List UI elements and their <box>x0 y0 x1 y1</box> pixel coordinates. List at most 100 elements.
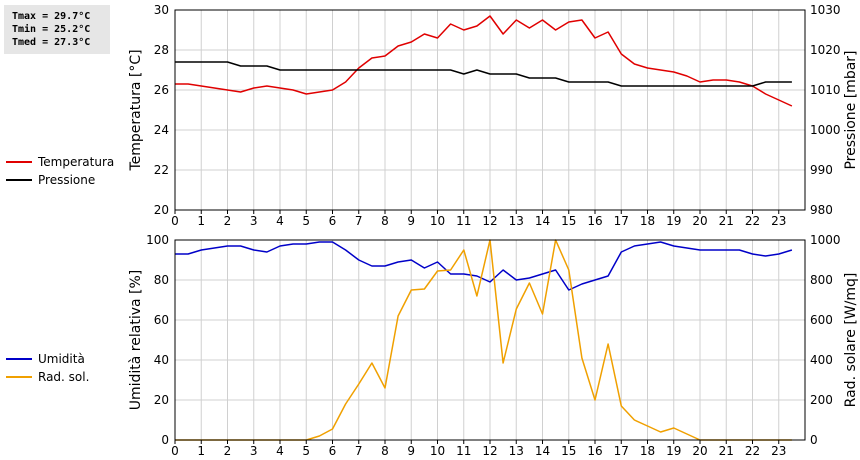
x-tick-label: 4 <box>276 444 284 458</box>
y2-tick-label: 1020 <box>810 43 841 57</box>
panel-top: 0 1 2 3 4 5 6 7 8 9 10 11 12 13 14 15 16 17 18 19 20 21 22 2320… <box>128 3 859 228</box>
y-tick-label: 80 <box>154 273 169 287</box>
y-tick-label: 0 <box>161 433 169 447</box>
x-tick-label: 2 <box>224 214 232 228</box>
y-tick-label: 22 <box>154 163 169 177</box>
legend-top: Temperatura Pressione <box>6 153 114 189</box>
x-tick-label: 17 <box>614 444 629 458</box>
x-tick-label: 7 <box>355 214 363 228</box>
x-tick-label: 6 <box>329 444 337 458</box>
legend-item-umidita: Umidità <box>6 350 89 368</box>
x-tick-label: 20 <box>692 444 707 458</box>
x-tick-label: 2 <box>224 444 232 458</box>
y-tick-label: 20 <box>154 203 169 217</box>
y2-tick-label: 1030 <box>810 3 841 17</box>
x-tick-label: 6 <box>329 214 337 228</box>
x-tick-label: 1 <box>197 444 205 458</box>
y-tick-label: 26 <box>154 83 169 97</box>
x-tick-label: 23 <box>771 214 786 228</box>
x-tick-label: 0 <box>171 214 179 228</box>
x-tick-label: 9 <box>407 214 415 228</box>
x-tick-label: 16 <box>587 444 602 458</box>
x-tick-label: 14 <box>535 214 550 228</box>
x-tick-label: 17 <box>614 214 629 228</box>
y-tick-label: 40 <box>154 353 169 367</box>
x-tick-label: 12 <box>482 214 497 228</box>
y2-tick-label: 980 <box>810 203 833 217</box>
x-tick-label: 3 <box>250 214 258 228</box>
legend-label-pressione: Pressione <box>38 173 96 187</box>
x-tick-label: 0 <box>171 444 179 458</box>
stats-box: Tmax = 29.7°C Tmin = 25.2°C Tmed = 27.3°… <box>4 5 110 54</box>
y2-tick-label: 800 <box>810 273 833 287</box>
x-tick-label: 5 <box>302 214 310 228</box>
x-tick-label: 9 <box>407 444 415 458</box>
y2-axis-title: Pressione [mbar] <box>843 50 859 169</box>
legend-swatch-temperatura <box>6 161 32 163</box>
legend-item-rad-sol: Rad. sol. <box>6 368 89 386</box>
x-tick-label: 12 <box>482 444 497 458</box>
x-tick-label: 18 <box>640 444 655 458</box>
y2-tick-label: 0 <box>810 433 818 447</box>
y2-tick-label: 990 <box>810 163 833 177</box>
legend-item-pressione: Pressione <box>6 171 114 189</box>
series-line-temperatura <box>175 15 793 107</box>
x-tick-label: 1 <box>197 214 205 228</box>
y2-tick-label: 400 <box>810 353 833 367</box>
legend-swatch-rad-sol <box>6 376 32 378</box>
y-tick-label: 28 <box>154 43 169 57</box>
series-line-rad-sol <box>175 239 792 441</box>
y-tick-label: 100 <box>146 233 169 247</box>
y-tick-label: 20 <box>154 393 169 407</box>
x-tick-label: 13 <box>509 214 524 228</box>
y-tick-label: 60 <box>154 313 169 327</box>
series-line-pressione <box>175 61 792 87</box>
x-tick-label: 19 <box>666 444 681 458</box>
x-tick-label: 23 <box>771 444 786 458</box>
panel-bottom: 0 1 2 3 4 5 6 7 8 9 10 11 12 13 14 15 16 17 18 19 20 21 22 2302… <box>128 233 859 458</box>
y-axis-title: Umidità relativa [%] <box>128 270 144 411</box>
x-tick-label: 20 <box>692 214 707 228</box>
y2-tick-label: 200 <box>810 393 833 407</box>
y2-tick-label: 1000 <box>810 123 841 137</box>
x-tick-label: 21 <box>719 214 734 228</box>
x-tick-label: 19 <box>666 214 681 228</box>
legend-label-umidita: Umidità <box>38 352 85 366</box>
stat-tmed: Tmed = 27.3°C <box>12 37 91 48</box>
y2-tick-label: 1010 <box>810 83 841 97</box>
x-tick-label: 8 <box>381 214 389 228</box>
x-tick-label: 15 <box>561 444 576 458</box>
x-tick-label: 16 <box>587 214 602 228</box>
y-tick-label: 24 <box>154 123 169 137</box>
x-tick-label: 7 <box>355 444 363 458</box>
x-tick-label: 4 <box>276 214 284 228</box>
x-tick-label: 22 <box>745 444 760 458</box>
x-tick-label: 10 <box>430 214 445 228</box>
y-tick-label: 30 <box>154 3 169 17</box>
x-tick-label: 14 <box>535 444 550 458</box>
legend-swatch-umidita <box>6 358 32 360</box>
x-tick-label: 11 <box>456 444 471 458</box>
x-tick-label: 11 <box>456 214 471 228</box>
x-tick-label: 21 <box>719 444 734 458</box>
x-tick-label: 22 <box>745 214 760 228</box>
stat-tmin: Tmin = 25.2°C <box>12 24 91 35</box>
legend-label-temperatura: Temperatura <box>38 155 115 169</box>
legend-item-temperatura: Temperatura <box>6 153 114 171</box>
y-axis-title: Temperatura [°C] <box>128 49 144 171</box>
x-tick-label: 18 <box>640 214 655 228</box>
y2-tick-label: 1000 <box>810 233 841 247</box>
x-tick-label: 10 <box>430 444 445 458</box>
x-tick-label: 3 <box>250 444 258 458</box>
legend-swatch-pressione <box>6 179 32 181</box>
y2-axis-title: Rad. solare [W/mq] <box>843 273 859 408</box>
x-tick-label: 8 <box>381 444 389 458</box>
stat-tmax: Tmax = 29.7°C <box>12 11 91 22</box>
series-line-umidit <box>175 241 793 291</box>
x-tick-label: 13 <box>509 444 524 458</box>
legend-label-rad-sol: Rad. sol. <box>38 370 90 384</box>
y2-tick-label: 600 <box>810 313 833 327</box>
legend-bottom: Umidità Rad. sol. <box>6 350 89 386</box>
x-tick-label: 15 <box>561 214 576 228</box>
